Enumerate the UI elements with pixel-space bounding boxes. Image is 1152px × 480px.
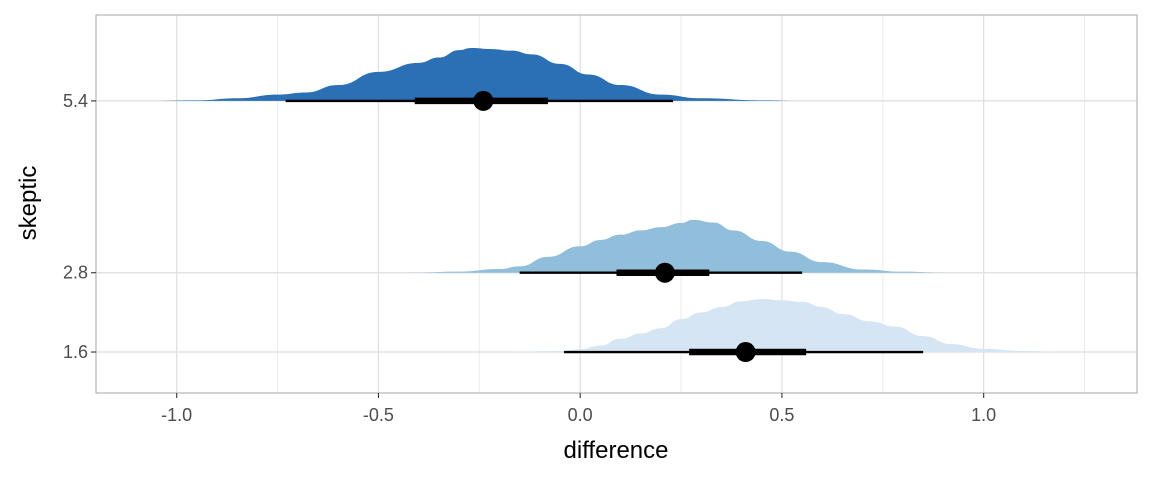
y-tick-label: 2.8 — [63, 263, 88, 283]
density-layer — [144, 48, 1065, 353]
y-axis: 5.4 2.8 1.6 — [63, 91, 96, 362]
x-tick-label: -1.0 — [161, 405, 192, 425]
density-5.4 — [144, 48, 803, 101]
median-point-1.6 — [735, 342, 756, 363]
x-axis-title: difference — [564, 437, 669, 464]
x-tick-label: 0.0 — [568, 405, 593, 425]
x-tick-label: 0.5 — [769, 405, 794, 425]
x-tick-label: -0.5 — [363, 405, 394, 425]
x-axis: -1.0 -0.5 0.0 0.5 1.0 — [161, 393, 996, 425]
y-axis-title: skeptic — [15, 166, 42, 241]
density-2.8 — [410, 219, 944, 273]
grid-layer — [96, 15, 1137, 393]
panel-border — [95, 14, 1138, 394]
x-tick-label: 1.0 — [971, 405, 996, 425]
median-point-5.4 — [473, 90, 494, 111]
density-1.6 — [499, 299, 1065, 353]
interval-layer — [285, 90, 924, 363]
median-point-2.8 — [654, 262, 675, 283]
y-tick-label: 5.4 — [63, 91, 88, 111]
y-tick-label: 1.6 — [63, 342, 88, 362]
